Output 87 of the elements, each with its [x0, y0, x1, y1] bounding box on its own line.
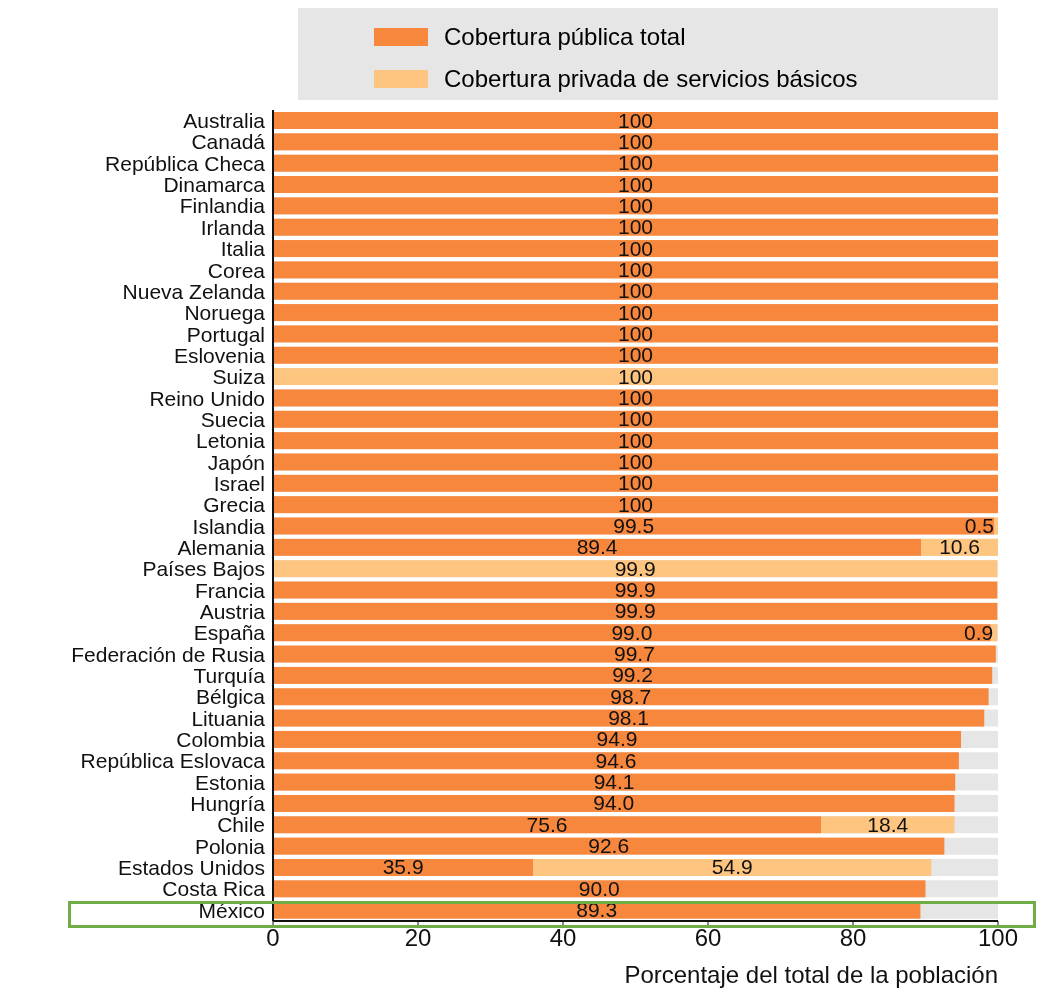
data-label: 94.9: [596, 727, 638, 751]
y-tick-label: Noruega: [184, 301, 266, 325]
y-tick-label: Irlanda: [200, 215, 266, 239]
x-tick-label: 60: [694, 924, 722, 952]
data-label: 35.9: [382, 855, 424, 879]
data-label: 100: [617, 215, 654, 239]
bar: [273, 538, 922, 556]
data-label: 98.7: [610, 684, 652, 708]
data-label: 92.6: [588, 834, 630, 858]
y-tick-label: Japón: [207, 450, 265, 474]
legend-label: Cobertura pública total: [444, 23, 686, 51]
data-label: 100: [617, 108, 654, 132]
data-label: 100: [617, 129, 654, 153]
y-tick-label: Turquía: [193, 664, 266, 688]
data-label: 100: [617, 471, 654, 495]
data-label: 100: [617, 385, 654, 409]
x-tick-label: 80: [839, 924, 867, 952]
x-tick-label: 20: [404, 924, 432, 952]
data-label: 100: [617, 449, 654, 473]
y-tick-label: Reino Unido: [149, 386, 265, 410]
data-label: 100: [617, 193, 654, 217]
y-tick-label: Letonia: [196, 429, 266, 453]
y-tick-label: Austria: [199, 599, 266, 623]
y-tick-label: Grecia: [203, 493, 266, 517]
bar: [273, 624, 991, 642]
y-tick-label: República Eslovaca: [80, 749, 266, 773]
data-label: 99.7: [613, 642, 655, 666]
data-label: 0.9: [964, 620, 994, 644]
data-label: 100: [617, 257, 654, 281]
y-tick-label: Polonia: [194, 834, 266, 858]
legend-label: Cobertura privada de servicios básicos: [444, 65, 858, 93]
y-tick-label: España: [193, 621, 266, 645]
data-label: 100: [617, 321, 654, 345]
y-tick-label: Islandia: [192, 514, 266, 538]
y-tick-label: México: [198, 898, 265, 922]
x-tick-label: 40: [549, 924, 577, 952]
data-label: 10.6: [939, 535, 981, 559]
bar: [273, 666, 993, 684]
data-label: 100: [617, 343, 654, 367]
y-tick-label: Finlandia: [179, 194, 266, 218]
data-label: 54.9: [711, 855, 753, 879]
data-label: 99.9: [614, 578, 656, 602]
data-label: 100: [617, 364, 654, 388]
y-tick-label: Nueva Zelanda: [122, 279, 266, 303]
y-tick-label: Colombia: [176, 728, 266, 752]
data-label: 99.0: [611, 620, 653, 644]
y-tick-label: Estonia: [194, 770, 266, 794]
data-label: 100: [617, 151, 654, 175]
y-tick-label: Suiza: [212, 365, 266, 389]
data-label: 99.9: [614, 556, 656, 580]
data-label: 90.0: [578, 876, 620, 900]
data-label: 99.2: [612, 663, 654, 687]
y-tick-label: República Checa: [105, 151, 266, 175]
y-tick-label: Estados Unidos: [117, 856, 265, 880]
data-label: 100: [617, 172, 654, 196]
data-label: 94.0: [593, 791, 635, 815]
data-label: 100: [617, 300, 654, 324]
y-tick-label: Costa Rica: [162, 877, 266, 901]
data-label: 100: [617, 236, 654, 260]
data-label: 100: [617, 279, 654, 303]
x-tick-label: 100: [977, 924, 1019, 952]
y-tick-label: Australia: [183, 109, 266, 133]
x-axis-title: Porcentaje del total de la población: [624, 961, 998, 988]
x-tick-label: 0: [266, 924, 280, 952]
y-tick-label: Suecia: [200, 407, 266, 431]
y-tick-label: Italia: [220, 237, 266, 261]
bar: [273, 688, 989, 706]
data-label: 99.5: [613, 514, 655, 537]
data-label: 100: [617, 492, 654, 516]
data-label: 94.1: [593, 770, 635, 794]
data-label: 99.9: [614, 599, 656, 623]
y-tick-label: Corea: [207, 258, 266, 282]
data-label: 89.4: [576, 535, 618, 559]
y-tick-label: Alemania: [177, 535, 266, 559]
data-label: 98.1: [608, 706, 650, 730]
data-label: 100: [617, 407, 654, 431]
bar: [273, 709, 985, 727]
y-tick-label: Dinamarca: [163, 173, 266, 197]
data-label: 100: [617, 428, 654, 452]
data-label: 75.6: [526, 812, 568, 836]
y-tick-label: Países Bajos: [142, 557, 265, 581]
data-label: 94.6: [595, 748, 637, 772]
y-tick-label: Canadá: [191, 130, 266, 154]
data-label: 0.5: [964, 514, 994, 537]
data-label: 18.4: [867, 812, 909, 836]
bar: [994, 517, 998, 535]
y-tick-label: Hungría: [190, 792, 266, 816]
